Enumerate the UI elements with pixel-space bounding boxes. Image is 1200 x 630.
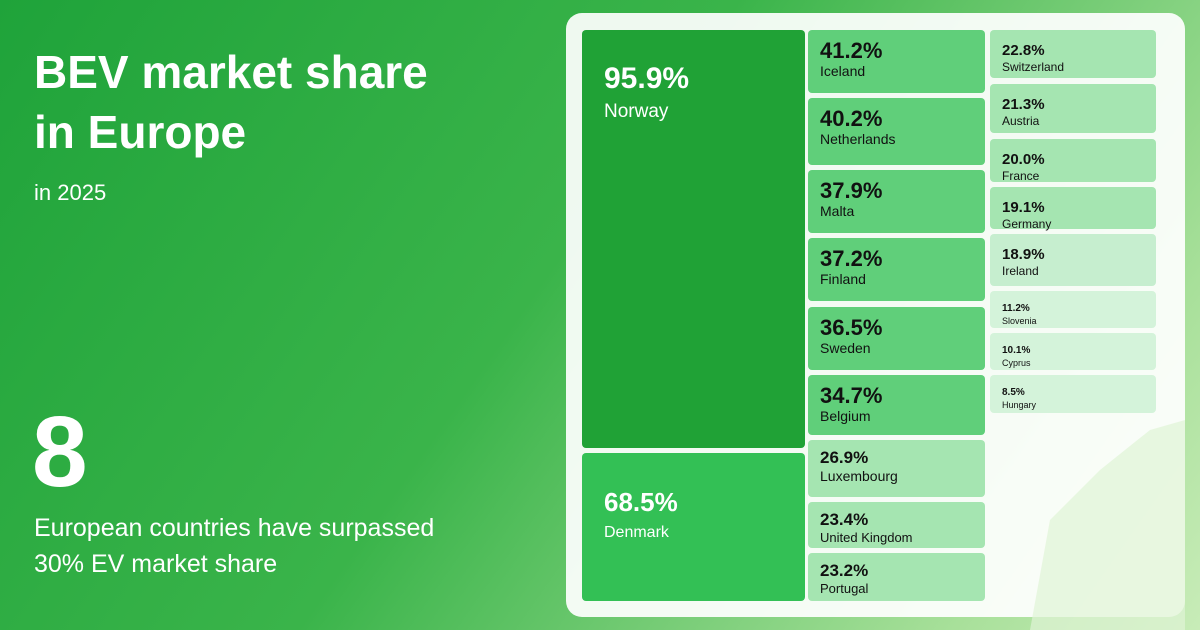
value-label: 11.2% [1002,303,1030,314]
value-label: 8.5% [1002,387,1025,398]
category-label: Malta [820,203,854,219]
category-label: Netherlands [820,131,896,147]
category-label: Portugal [820,581,869,596]
category-label: Sweden [820,340,871,356]
treemap-cell [990,291,1156,328]
value-label: 34.7% [820,383,882,408]
category-label: Germany [1002,217,1051,231]
treemap-cell [990,375,1156,413]
value-label: 21.3% [1002,96,1045,113]
category-label: United Kingdom [820,530,913,545]
value-label: 10.1% [1002,345,1030,356]
category-label: Ireland [1002,264,1039,278]
treemap-cell [808,440,985,497]
value-label: 41.2% [820,38,882,63]
treemap-cell [990,234,1156,286]
treemap-cell [808,553,985,601]
value-label: 23.4% [820,510,868,529]
treemap-cell [808,238,985,301]
treemap-cell [990,30,1156,78]
treemap-cell [808,98,985,165]
category-label: Luxembourg [820,468,898,484]
category-label: Slovenia [1002,316,1037,326]
category-label: Iceland [820,63,865,79]
highlight-number: 8 [32,396,88,508]
value-label: 19.1% [1002,199,1045,216]
map-decoration [1030,420,1185,630]
category-label: Denmark [604,524,670,541]
treemap-cell [808,307,985,370]
treemap-cell [808,30,985,93]
value-label: 95.9% [604,62,689,95]
category-label: Hungary [1002,400,1037,410]
treemap-cell [582,30,805,448]
category-label: Belgium [820,408,871,424]
title: BEV market share in Europe [34,46,428,158]
value-label: 26.9% [820,448,868,467]
treemap-cell [582,453,805,601]
category-label: Austria [1002,114,1040,128]
treemap-cell [990,333,1156,370]
treemap-cell [990,139,1156,182]
category-label: Norway [604,101,669,122]
value-label: 36.5% [820,315,882,340]
highlight-caption: European countries have surpassed 30% EV… [34,514,435,578]
category-label: Cyprus [1002,358,1031,368]
treemap-cell [990,84,1156,133]
value-label: 22.8% [1002,42,1045,59]
treemap-cell [990,187,1156,229]
value-label: 23.2% [820,561,868,580]
subtitle: in 2025 [34,180,107,205]
treemap-cell [808,170,985,233]
treemap-cell [808,502,985,548]
value-label: 68.5% [604,487,678,517]
value-label: 20.0% [1002,151,1045,168]
value-label: 18.9% [1002,246,1045,263]
category-label: Finland [820,271,866,287]
value-label: 37.9% [820,178,882,203]
category-label: Switzerland [1002,60,1064,74]
value-label: 37.2% [820,246,882,271]
value-label: 40.2% [820,106,882,131]
treemap-cell [808,375,985,435]
category-label: France [1002,169,1040,183]
